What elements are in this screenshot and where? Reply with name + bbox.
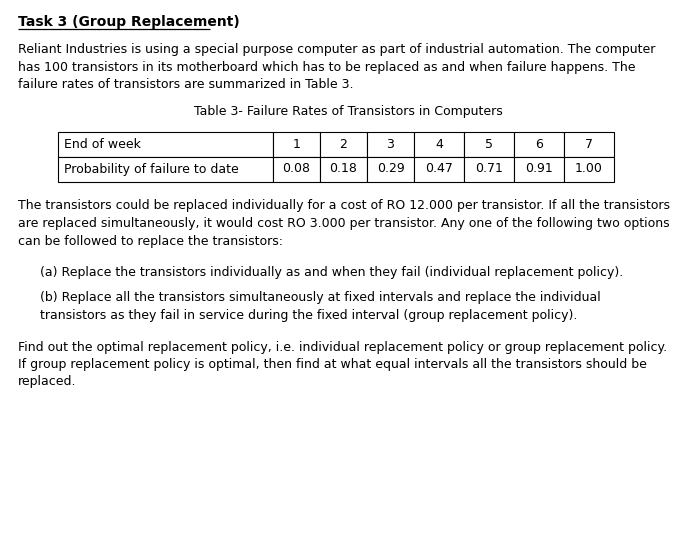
Bar — [514, 157, 564, 182]
Bar — [367, 157, 414, 182]
Bar — [58, 132, 273, 157]
Text: has 100 transistors in its motherboard which has to be replaced as and when fail: has 100 transistors in its motherboard w… — [18, 61, 636, 74]
Text: Reliant Industries is using a special purpose computer as part of industrial aut: Reliant Industries is using a special pu… — [18, 43, 655, 56]
Text: 2: 2 — [339, 138, 347, 151]
Text: Table 3- Failure Rates of Transistors in Computers: Table 3- Failure Rates of Transistors in… — [194, 106, 503, 119]
Bar — [367, 132, 414, 157]
Text: transistors as they fail in service during the fixed interval (group replacement: transistors as they fail in service duri… — [40, 309, 577, 322]
Text: (a) Replace the transistors individually as and when they fail (individual repla: (a) Replace the transistors individually… — [40, 266, 623, 279]
Bar — [320, 157, 367, 182]
Text: 0.47: 0.47 — [425, 163, 453, 176]
Text: End of week: End of week — [64, 138, 141, 151]
Text: (b) Replace all the transistors simultaneously at fixed intervals and replace th: (b) Replace all the transistors simultan… — [40, 292, 601, 305]
Text: 1: 1 — [293, 138, 300, 151]
Text: can be followed to replace the transistors:: can be followed to replace the transisto… — [18, 235, 283, 248]
Text: failure rates of transistors are summarized in Table 3.: failure rates of transistors are summari… — [18, 78, 353, 91]
Bar — [564, 132, 614, 157]
Bar — [514, 132, 564, 157]
Bar — [414, 132, 464, 157]
Text: 3: 3 — [387, 138, 395, 151]
Text: 0.91: 0.91 — [525, 163, 553, 176]
Text: are replaced simultaneously, it would cost RO 3.000 per transistor. Any one of t: are replaced simultaneously, it would co… — [18, 217, 670, 230]
Bar — [464, 157, 514, 182]
Bar — [564, 157, 614, 182]
Text: If group replacement policy is optimal, then find at what equal intervals all th: If group replacement policy is optimal, … — [18, 358, 647, 371]
Text: 0.18: 0.18 — [330, 163, 358, 176]
Bar — [58, 157, 273, 182]
Text: 4: 4 — [435, 138, 443, 151]
Text: 1.00: 1.00 — [575, 163, 603, 176]
Bar — [273, 157, 320, 182]
Text: The transistors could be replaced individually for a cost of RO 12.000 per trans: The transistors could be replaced indivi… — [18, 199, 670, 212]
Text: 0.29: 0.29 — [376, 163, 404, 176]
Text: 6: 6 — [535, 138, 543, 151]
Text: 5: 5 — [485, 138, 493, 151]
Bar — [320, 132, 367, 157]
Bar — [464, 132, 514, 157]
Bar — [414, 157, 464, 182]
Text: replaced.: replaced. — [18, 376, 77, 389]
Text: 0.08: 0.08 — [282, 163, 310, 176]
Text: Find out the optimal replacement policy, i.e. individual replacement policy or g: Find out the optimal replacement policy,… — [18, 340, 667, 353]
Text: 0.71: 0.71 — [475, 163, 503, 176]
Text: Probability of failure to date: Probability of failure to date — [64, 163, 239, 176]
Text: 7: 7 — [585, 138, 593, 151]
Text: Task 3 (Group Replacement): Task 3 (Group Replacement) — [18, 15, 240, 29]
Bar — [273, 132, 320, 157]
